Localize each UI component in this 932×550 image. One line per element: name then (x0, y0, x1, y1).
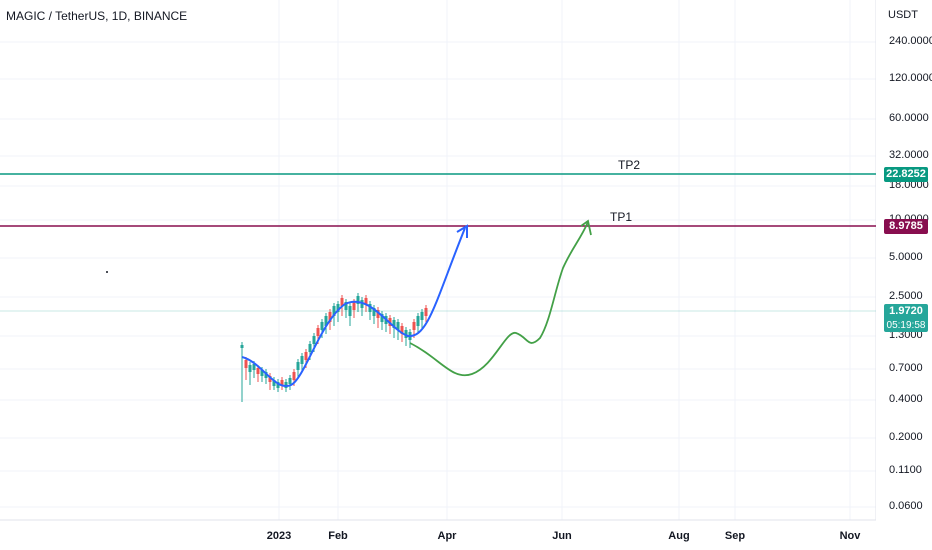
last-price-badge: 1.9720 (884, 304, 928, 319)
tp1-label: TP1 (610, 210, 633, 224)
tp2-label: TP2 (618, 158, 641, 172)
price-tick-label: 0.0600 (889, 500, 923, 512)
price-tick-label: 32.0000 (889, 149, 929, 161)
candle-body (264, 372, 268, 378)
candle-body (256, 368, 260, 374)
candle-body (304, 352, 308, 360)
candle-body (368, 304, 372, 312)
blue-arrow-head (456, 224, 468, 238)
price-tick-label: 120.0000 (889, 72, 932, 84)
price-axis-unit: USDT (888, 9, 918, 21)
time-tick-label: 2023 (266, 530, 292, 542)
stray-dot (106, 271, 108, 273)
candle-body (284, 382, 288, 388)
bar-countdown: 05:19:58 (884, 319, 928, 332)
price-tick-label: 1.3000 (889, 329, 923, 341)
price-axis[interactable] (876, 0, 932, 520)
candle-body (420, 312, 424, 320)
candle-body (244, 360, 248, 368)
candle-body (352, 302, 356, 310)
candle-body (404, 330, 408, 338)
candle-body (276, 382, 280, 388)
candle-body (272, 380, 276, 386)
price-tick-label: 2.5000 (889, 290, 923, 302)
candle-body (396, 322, 400, 330)
price-tick-label: 240.0000 (889, 35, 932, 47)
candle-body (268, 376, 272, 382)
candle-body (248, 365, 252, 372)
time-tick-label: Aug (668, 530, 690, 542)
candle-body (364, 298, 368, 304)
candle-body (312, 336, 316, 344)
candle-body (288, 378, 292, 384)
candle-body (240, 345, 244, 348)
grid-lines (0, 0, 877, 521)
green-arrow-head (580, 219, 592, 236)
tp2-price-badge: 22.8252 (884, 167, 928, 182)
time-tick-label: Nov (839, 530, 861, 542)
candle-body (328, 312, 332, 322)
candle-body (400, 326, 404, 334)
candlestick-series (240, 293, 428, 402)
candle-body (336, 304, 340, 312)
candle-body (416, 316, 420, 326)
green-projection-path[interactable] (409, 221, 589, 377)
candle-body (316, 328, 320, 336)
candle-body (308, 344, 312, 352)
candle-body (296, 362, 300, 370)
price-tick-label: 5.0000 (889, 251, 923, 263)
price-tick-label: 0.7000 (889, 362, 923, 374)
candle-body (380, 314, 384, 322)
price-tick-label: 18.0000 (889, 179, 929, 191)
candle-body (300, 356, 304, 364)
candle-body (344, 302, 348, 310)
candle-body (252, 364, 256, 370)
candle-body (320, 322, 324, 330)
price-tick-label: 0.2000 (889, 431, 923, 443)
blue-projection-path[interactable] (241, 227, 466, 388)
time-tick-label: Sep (724, 530, 746, 542)
price-tick-label: 60.0000 (889, 112, 929, 124)
price-tick-label: 0.4000 (889, 393, 923, 405)
price-tick-label: 0.1100 (889, 464, 922, 476)
time-tick-label: Feb (328, 530, 348, 542)
candle-body (424, 308, 428, 316)
candle-body (360, 300, 364, 308)
time-tick-label: Apr (437, 530, 457, 542)
candle-body (280, 380, 284, 386)
symbol-title[interactable]: MAGIC / TetherUS, 1D, BINANCE (6, 9, 188, 23)
candle-body (340, 298, 344, 306)
time-tick-label: Jun (552, 530, 572, 542)
tp1-price-badge: 8.9785 (884, 219, 928, 234)
candle-body (412, 322, 416, 330)
candle-body (292, 372, 296, 380)
candle-body (376, 310, 380, 318)
candle-body (372, 308, 376, 316)
candle-body (356, 296, 360, 304)
candle-body (392, 320, 396, 328)
candle-body (260, 370, 264, 376)
candle-body (324, 316, 328, 326)
